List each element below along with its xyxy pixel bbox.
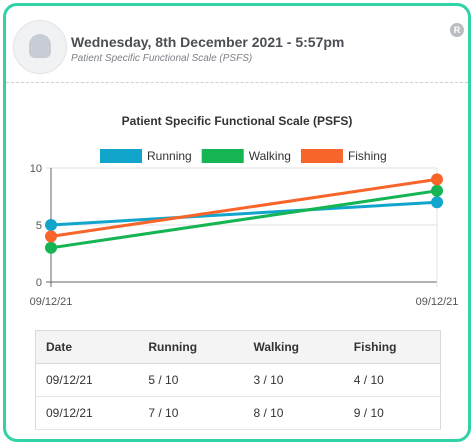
card-header: Wednesday, 8th December 2021 - 5:57pm Pa… bbox=[6, 6, 468, 83]
data-point bbox=[45, 241, 57, 254]
chart-title: Patient Specific Functional Scale (PSFS) bbox=[121, 114, 353, 128]
y-tick-label: 10 bbox=[30, 163, 42, 175]
entry-subtitle: Patient Specific Functional Scale (PSFS) bbox=[71, 53, 253, 64]
entry-title: Wednesday, 8th December 2021 - 5:57pm bbox=[71, 34, 345, 50]
psfs-chart: Patient Specific Functional Scale (PSFS)… bbox=[6, 104, 468, 324]
y-tick-label: 0 bbox=[36, 277, 42, 289]
psfs-card: Wednesday, 8th December 2021 - 5:57pm Pa… bbox=[3, 3, 471, 442]
data-point bbox=[431, 173, 443, 186]
data-point bbox=[431, 184, 443, 197]
series-line bbox=[50, 200, 438, 227]
table-cell: 9 / 10 bbox=[343, 396, 441, 430]
table-cell: 3 / 10 bbox=[243, 363, 344, 397]
legend-label: Fishing bbox=[348, 149, 387, 163]
data-point bbox=[45, 230, 57, 243]
table-row: 09/12/21 5 / 10 3 / 10 4 / 10 bbox=[35, 363, 441, 397]
table-cell: 09/12/21 bbox=[35, 396, 139, 430]
column-header: Date bbox=[35, 330, 139, 364]
chart-svg: 0 5 10 09/12/21 09/12/21 Running Walking Fishin… bbox=[30, 149, 459, 308]
legend-swatch bbox=[100, 149, 142, 163]
table-row: 09/12/21 7 / 10 8 / 10 9 / 10 bbox=[35, 396, 441, 430]
table-cell: 4 / 10 bbox=[343, 363, 441, 397]
data-point bbox=[45, 219, 57, 231]
legend-label: Walking bbox=[249, 149, 291, 163]
legend-label: Running bbox=[147, 149, 192, 163]
readings-table: Date Running Walking Fishing 09/12/21 5 … bbox=[35, 330, 441, 430]
column-header: Fishing bbox=[343, 330, 441, 364]
series-line bbox=[50, 177, 438, 238]
x-tick-label: 09/12/21 bbox=[416, 296, 459, 308]
table-header-row: Date Running Walking Fishing bbox=[35, 330, 441, 364]
registered-icon[interactable]: R bbox=[450, 23, 464, 37]
table-cell: 8 / 10 bbox=[243, 396, 344, 430]
ghost-icon bbox=[29, 34, 51, 64]
legend-swatch bbox=[300, 149, 343, 163]
column-header: Running bbox=[138, 330, 244, 364]
series-line bbox=[50, 189, 438, 250]
table-cell: 7 / 10 bbox=[138, 396, 244, 430]
column-header: Walking bbox=[243, 330, 344, 364]
table-cell: 5 / 10 bbox=[138, 363, 244, 397]
data-point bbox=[431, 196, 443, 209]
avatar bbox=[13, 20, 67, 74]
legend-swatch bbox=[201, 149, 244, 163]
table-cell: 09/12/21 bbox=[35, 363, 139, 397]
y-tick-label: 5 bbox=[36, 220, 42, 232]
x-tick-label: 09/12/21 bbox=[30, 296, 73, 308]
